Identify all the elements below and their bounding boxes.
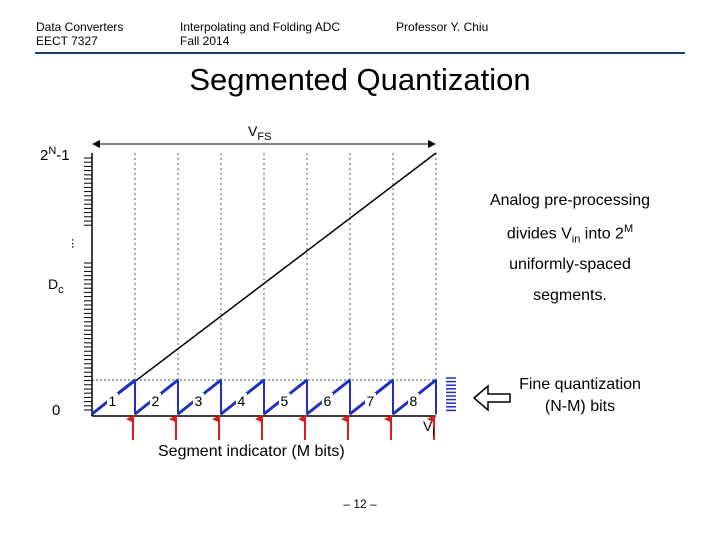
segment-indicator-label: Segment indicator (M bits) xyxy=(158,443,345,460)
vfs-label: VFS xyxy=(248,123,272,143)
course-info: Data Converters EECT 7327 xyxy=(36,20,123,48)
vfs-arrow-left xyxy=(92,140,100,148)
coarse-transfer-line xyxy=(91,152,437,415)
segment-number-5: 5 xyxy=(278,393,291,409)
segment-number-3: 3 xyxy=(192,393,205,409)
y-top-label: 2N-1 xyxy=(40,145,70,164)
segment-number-4: 4 xyxy=(235,393,248,409)
segment-number-1: 1 xyxy=(106,393,119,409)
segment-number-8: 8 xyxy=(407,393,420,409)
segment-gridlines xyxy=(134,153,437,416)
course-name: Data Converters xyxy=(36,20,124,34)
slide-title: Segmented Quantization xyxy=(189,62,531,97)
fine-quantization-arrow xyxy=(472,384,511,412)
y-dc-label: Dc xyxy=(48,276,64,296)
page-number: – 12 – xyxy=(343,497,377,511)
y-ellipsis: ... xyxy=(68,238,84,249)
caption-line-4: segments. xyxy=(533,287,607,304)
course-code: EECT 7327 xyxy=(36,34,98,48)
caption-line-2: divides Vin into 2M xyxy=(506,223,634,246)
vfs-arrow-right xyxy=(428,140,436,148)
caption-line-1: Analog pre-processing xyxy=(489,192,651,209)
author: Professor Y. Chiu xyxy=(396,20,489,34)
segment-indicator-arrows xyxy=(126,415,435,440)
caption-line-3: uniformly-spaced xyxy=(509,256,631,273)
y-ticks xyxy=(84,157,92,411)
segment-number-7: 7 xyxy=(364,393,377,409)
fine-quantization-line-1: Fine quantization xyxy=(519,376,641,393)
x-end-label: Vi xyxy=(423,418,435,438)
segment-number-2: 2 xyxy=(149,393,162,409)
topic-name: Interpolating and Folding ADC xyxy=(180,20,341,34)
fine-sawtooth xyxy=(91,378,437,416)
segment-number-6: 6 xyxy=(321,393,334,409)
term: Fall 2014 xyxy=(180,34,230,48)
topic-info: Interpolating and Folding ADC Fall 2014 xyxy=(180,20,340,48)
y-zero-label: 0 xyxy=(52,402,61,419)
header-rule xyxy=(35,52,685,54)
fine-quantization-line-2: (N-M) bits xyxy=(544,398,616,415)
fine-level-ticks xyxy=(446,377,456,412)
